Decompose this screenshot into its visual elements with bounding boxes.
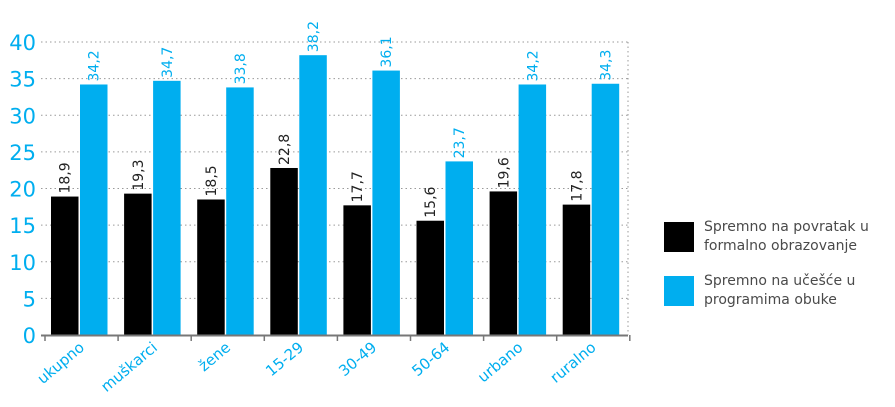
bar-training-programs [591,83,620,335]
bars [51,55,620,336]
y-tick-label: 20 [9,178,36,202]
y-tick-label: 15 [9,214,36,238]
y-tick-label: 0 [23,324,36,348]
value-label: 22,8 [277,134,293,165]
x-tick-label: ruralno [547,338,600,386]
y-tick-label: 35 [9,68,36,92]
bar-formal-education [51,196,79,335]
bar-training-programs [372,70,400,335]
value-label: 19,3 [131,159,147,190]
bar-formal-education [343,205,371,335]
value-label: 36,1 [379,36,395,67]
bar-training-programs [518,84,547,335]
legend-swatch-blue [664,276,694,306]
y-tick-label: 40 [9,31,36,55]
x-tick-label: 30-49 [335,338,380,380]
value-label: 34,7 [160,47,176,78]
bar-formal-education [489,191,518,335]
bar-formal-education [270,167,298,335]
value-label: 23,7 [452,127,468,158]
value-label: 15,6 [423,186,439,217]
legend-item-formal-education: Spremno na povratak u formalno obrazovan… [664,218,895,256]
y-tick-label: 5 [23,287,36,311]
value-label: 19,6 [496,157,512,188]
value-label: 18,5 [204,165,220,196]
bar-formal-education [562,204,591,335]
y-tick-label: 10 [9,251,36,275]
x-tick-label: žene [195,338,234,375]
value-label: 18,9 [58,162,74,193]
legend-label: Spremno na učešće u programima obuke [704,273,856,308]
bar-training-programs [80,84,108,335]
y-axis: 0 5 10 15 20 25 30 35 40 [9,31,36,348]
bar-formal-education [124,193,152,335]
bar-formal-education [197,199,225,335]
x-tick-label: urbano [474,338,526,386]
bar-training-programs [153,80,181,335]
bar-training-programs [226,87,254,335]
legend-swatch-black [664,222,694,252]
value-label: 34,3 [598,50,614,81]
legend-label: Spremno na povratak u formalno obrazovan… [704,219,869,254]
bar-formal-education [416,220,444,335]
value-label: 17,8 [569,170,585,201]
value-labels: 18,9 34,2 19,3 34,7 18,5 33,8 22,8 38,2 17,7 36,1… [58,21,615,218]
y-tick-label: 30 [9,104,36,128]
y-tick-label: 25 [9,141,36,165]
gridlines [41,41,629,335]
legend: Spremno na povratak u formalno obrazovan… [664,218,895,326]
x-tick-label: 15-29 [262,338,307,380]
bar-training-programs [445,161,473,335]
x-tick-label: muškarci [97,338,161,395]
x-tick-label: ukupno [34,338,88,387]
x-axis: ukupno muškarci žene 15-29 30-49 50-64 urbano r… [34,334,631,396]
value-label: 17,7 [350,171,366,202]
x-tick-label: 50-64 [408,338,453,380]
value-label: 34,2 [525,50,541,81]
bar-training-programs [299,55,327,336]
value-label: 34,2 [87,50,103,81]
legend-item-training-programs: Spremno na učešće u programima obuke [664,272,895,310]
value-label: 33,8 [233,53,249,84]
value-label: 38,2 [306,21,322,52]
